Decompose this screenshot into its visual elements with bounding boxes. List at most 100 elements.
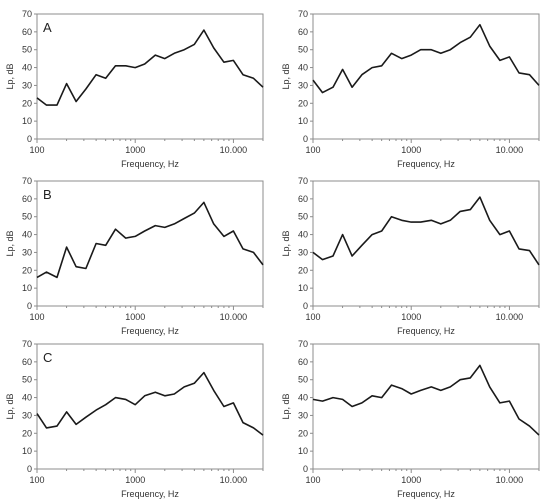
data-point xyxy=(459,379,461,381)
data-point xyxy=(95,74,97,76)
data-point xyxy=(213,223,215,225)
x-tick-label: 10.000 xyxy=(220,145,248,155)
data-point xyxy=(173,393,175,395)
x-tick-label: 1000 xyxy=(125,475,145,485)
data-point xyxy=(203,372,205,374)
data-point xyxy=(144,395,146,397)
data-point xyxy=(85,416,87,418)
data-point xyxy=(459,210,461,212)
data-point xyxy=(391,384,393,386)
data-point xyxy=(342,398,344,400)
data-point xyxy=(449,49,451,51)
data-point xyxy=(105,404,107,406)
data-point xyxy=(252,251,254,253)
data-point xyxy=(499,59,501,61)
data-point xyxy=(232,59,234,61)
y-tick-label: 0 xyxy=(303,134,308,144)
data-point xyxy=(193,212,195,214)
y-tick-label: 10 xyxy=(298,446,308,456)
series-line xyxy=(312,364,540,436)
y-tick-label: 40 xyxy=(298,63,308,73)
x-tick-label: 1000 xyxy=(401,145,421,155)
y-tick-label: 10 xyxy=(22,116,32,126)
data-point xyxy=(479,196,481,198)
data-point xyxy=(430,386,432,388)
data-point xyxy=(242,422,244,424)
y-tick-label: 70 xyxy=(22,339,32,349)
data-point xyxy=(538,434,540,436)
data-point xyxy=(449,386,451,388)
y-axis-label: Lp, dB xyxy=(281,393,291,419)
data-point xyxy=(36,413,38,415)
data-point xyxy=(75,101,77,103)
panel-a: 0 10 20 30 40 50 60 70 100 1000 10.000 Frequency, H… xyxy=(5,9,264,169)
data-point xyxy=(232,230,234,232)
data-point xyxy=(361,74,363,76)
data-point xyxy=(134,67,136,69)
data-point xyxy=(469,377,471,379)
x-tick-label: 10.000 xyxy=(496,475,524,485)
data-point xyxy=(479,364,481,366)
panel-label: A xyxy=(43,20,52,35)
data-point xyxy=(528,425,530,427)
y-tick-label: 60 xyxy=(298,194,308,204)
y-tick-label: 50 xyxy=(298,212,308,222)
panel-a-right: 0 10 20 30 40 50 60 70 100 1000 10.000 Frequency, H… xyxy=(281,9,540,169)
data-point xyxy=(46,427,48,429)
series-line xyxy=(36,201,264,279)
data-point xyxy=(66,83,68,85)
data-point xyxy=(105,77,107,79)
data-point xyxy=(430,219,432,221)
data-point xyxy=(351,255,353,257)
data-point xyxy=(518,418,520,420)
data-point xyxy=(213,47,215,49)
data-point xyxy=(538,84,540,86)
x-tick-label: 100 xyxy=(305,475,320,485)
panel-label: B xyxy=(43,187,52,202)
data-point xyxy=(115,228,117,230)
data-point xyxy=(489,386,491,388)
x-tick-label: 10.000 xyxy=(496,312,524,322)
data-point xyxy=(381,397,383,399)
data-point xyxy=(322,259,324,261)
data-point xyxy=(223,61,225,63)
y-tick-label: 70 xyxy=(298,176,308,186)
plot-frame xyxy=(36,343,264,470)
data-point xyxy=(105,244,107,246)
data-point xyxy=(538,264,540,266)
data-point xyxy=(252,427,254,429)
y-tick-label: 20 xyxy=(298,428,308,438)
x-axis-label: Frequency, Hz xyxy=(397,326,455,336)
data-point xyxy=(173,223,175,225)
y-tick-label: 50 xyxy=(298,375,308,385)
data-point xyxy=(332,397,334,399)
data-point xyxy=(332,86,334,88)
y-tick-label: 40 xyxy=(298,230,308,240)
y-tick-label: 50 xyxy=(298,45,308,55)
data-point xyxy=(489,219,491,221)
data-point xyxy=(223,235,225,237)
data-point xyxy=(440,52,442,54)
data-point xyxy=(262,264,264,266)
data-point xyxy=(410,221,412,223)
data-point xyxy=(391,216,393,218)
data-point xyxy=(489,45,491,47)
data-point xyxy=(499,402,501,404)
y-axis-label: Lp, dB xyxy=(5,230,15,256)
data-point xyxy=(361,402,363,404)
y-axis-label: Lp, dB xyxy=(5,63,15,89)
y-tick-label: 30 xyxy=(22,247,32,257)
data-point xyxy=(66,246,68,248)
plot-frame xyxy=(312,180,540,307)
y-tick-label: 10 xyxy=(298,283,308,293)
data-point xyxy=(242,248,244,250)
x-tick-label: 100 xyxy=(305,312,320,322)
data-point xyxy=(410,54,412,56)
y-tick-label: 0 xyxy=(27,301,32,311)
y-tick-label: 60 xyxy=(298,27,308,37)
data-point xyxy=(351,406,353,408)
data-point xyxy=(46,104,48,106)
data-point xyxy=(449,219,451,221)
y-tick-label: 40 xyxy=(22,63,32,73)
